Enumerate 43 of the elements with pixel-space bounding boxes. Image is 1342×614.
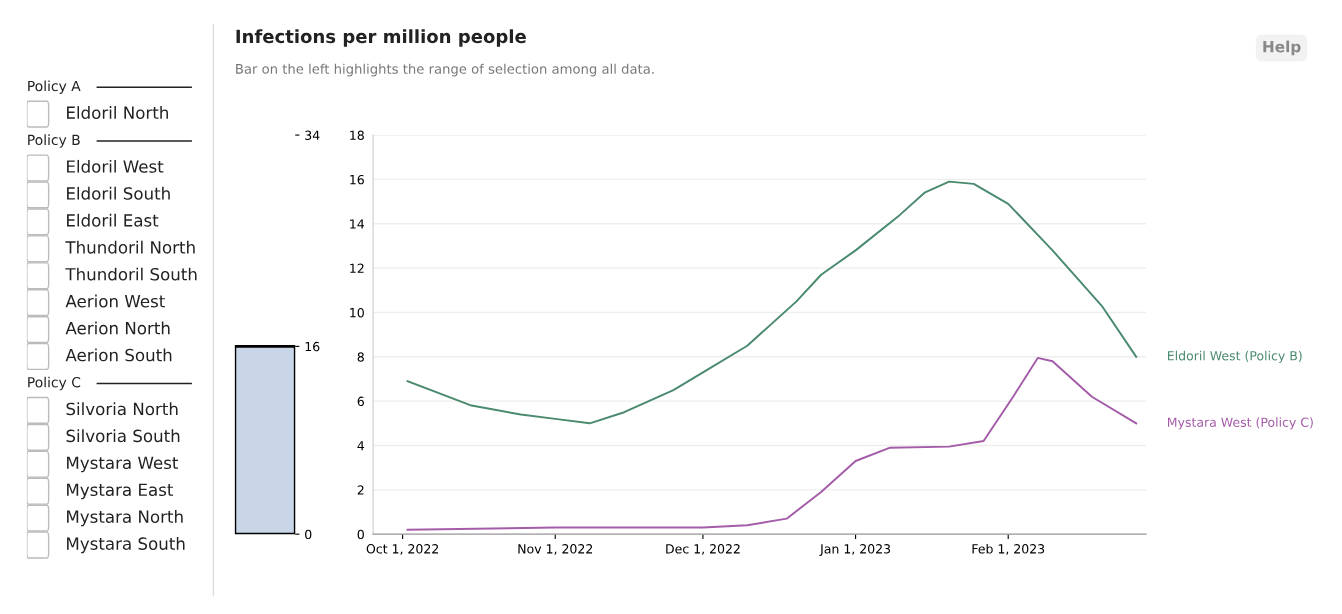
text: Policy C [28, 376, 81, 391]
line-series [406, 356, 1138, 531]
text: Silvoria North [66, 402, 178, 416]
line-series [406, 180, 1138, 425]
x-tick-label: Jan 1, 2023 [819, 544, 891, 556]
text: Thundoril North [65, 240, 195, 254]
y-tick-label: 6 [357, 396, 364, 407]
text: Policy A [28, 80, 81, 94]
text: Eldoril North [67, 106, 168, 119]
text: Policy B [28, 134, 80, 148]
text: Eldoril East [67, 213, 159, 227]
text: Aerion West [65, 294, 165, 308]
y-tick-label: 4 [357, 441, 365, 451]
y-tick-label: 0 [357, 529, 364, 540]
text: Mystara North [67, 510, 183, 527]
y-tick-label: 2 [357, 485, 364, 495]
x-tick-label: Feb 1, 2023 [972, 543, 1045, 555]
chart-subtitle: Bar on the left highlights the range of selection among all data. [236, 63, 654, 77]
y-tick-label: 0 [305, 529, 312, 540]
x-tick-label: Oct 1, 2022 [366, 544, 439, 555]
text: Mystara West [67, 456, 179, 473]
x-tick-label: Dec 1, 2022 [666, 544, 740, 555]
text: Aerion South [65, 348, 172, 362]
y-tick-label: 14 [350, 219, 365, 229]
text: Mystara West (Policy C) [1168, 417, 1313, 430]
text: Silvoria South [66, 429, 180, 443]
text: Mystara East [67, 483, 174, 500]
y-tick-label: 34 [305, 130, 320, 141]
y-tick-label: 12 [350, 263, 364, 273]
text: Eldoril West [67, 159, 164, 173]
text: Thundoril South [65, 267, 197, 281]
y-tick-label: 16 [305, 341, 320, 352]
x-tick-label: Nov 1, 2022 [518, 544, 593, 555]
text: Mystara South [67, 537, 185, 554]
chart-title: Infections per million people [236, 29, 526, 47]
text: Eldoril West (Policy B) [1168, 350, 1302, 363]
y-tick-label: 10 [350, 307, 364, 318]
y-tick-label: 18 [350, 130, 364, 141]
text: Help [1263, 40, 1301, 56]
y-tick-label: 8 [357, 352, 364, 362]
y-tick-label: 16 [350, 174, 364, 185]
text: Aerion North [65, 321, 170, 335]
text: Eldoril South [67, 186, 170, 200]
